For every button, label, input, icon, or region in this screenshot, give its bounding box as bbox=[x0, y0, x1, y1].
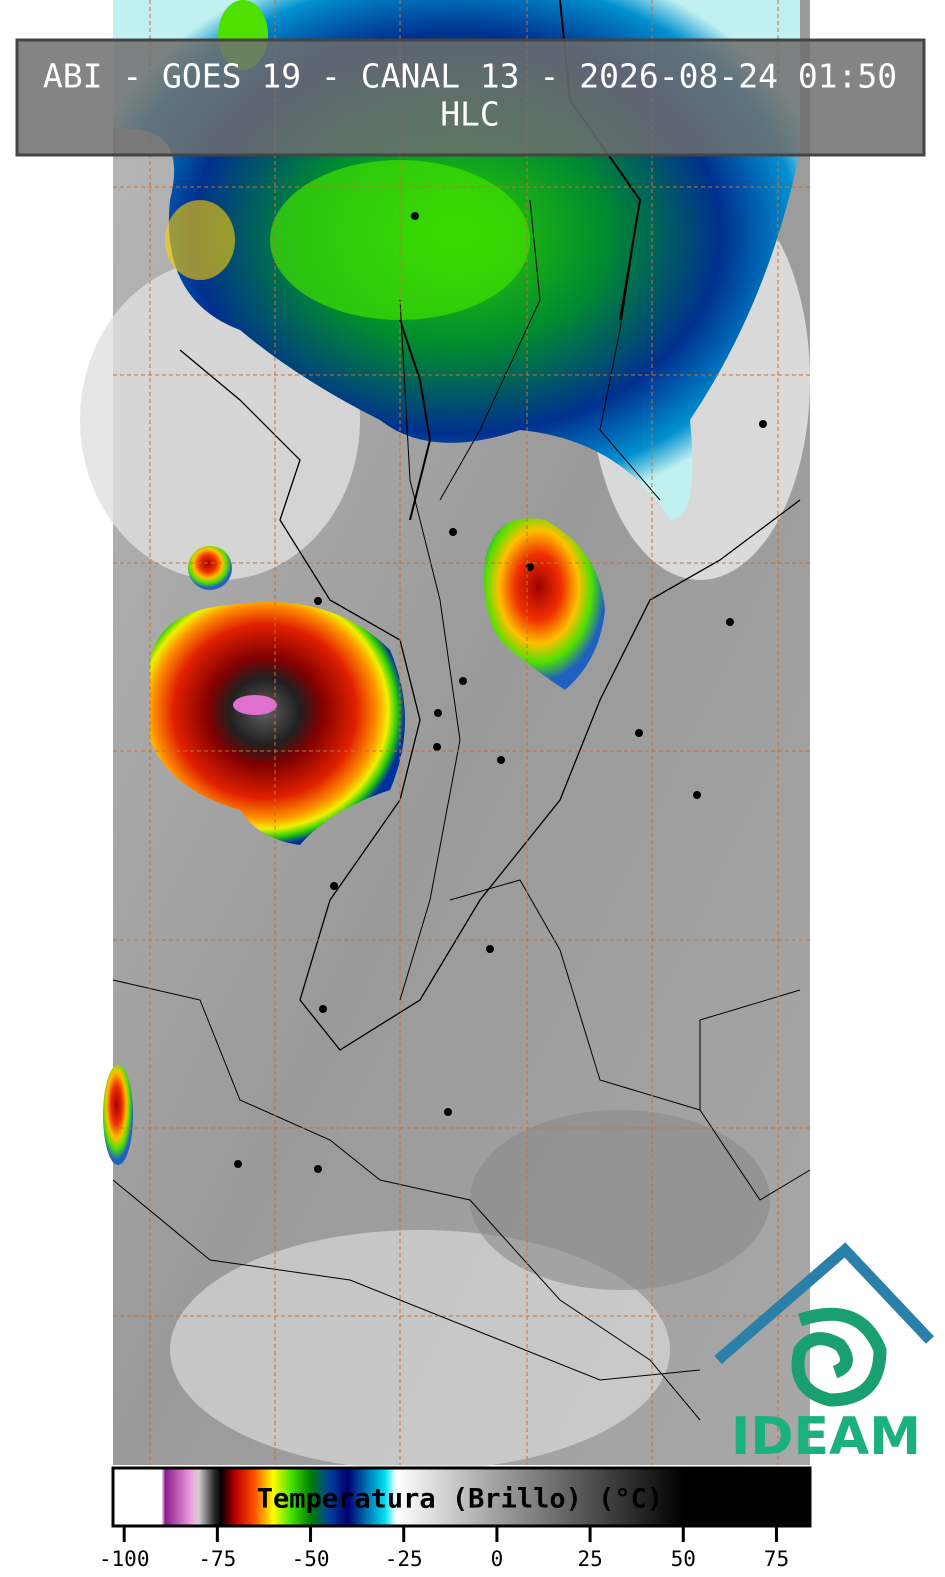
colorbar-tick-label: 0 bbox=[491, 1547, 504, 1571]
colorbar-scale bbox=[111, 1466, 812, 1528]
header-title: ABI - GOES 19 - CANAL 13 - 2026-08-24 01… bbox=[43, 57, 897, 96]
satellite-image bbox=[80, 0, 811, 1470]
header-subtitle: HLC bbox=[440, 95, 500, 134]
colorbar-tick-label: -25 bbox=[385, 1547, 423, 1571]
colorbar-tick-label: -50 bbox=[292, 1547, 330, 1571]
colorbar-tick-label: -100 bbox=[99, 1547, 150, 1571]
colorbar-label: Temperatura (Brillo) (°C) bbox=[257, 1484, 663, 1515]
colorbar-tick-label: 50 bbox=[671, 1547, 696, 1571]
colorbar-tick-label: 25 bbox=[577, 1547, 602, 1571]
header-box bbox=[15, 38, 926, 157]
colorbar-tick-label: -75 bbox=[198, 1547, 236, 1571]
colorbar-tick-label: 75 bbox=[764, 1547, 789, 1571]
logo-text: IDEAM bbox=[731, 1407, 921, 1467]
colorbar: Temperatura (Brillo) (°C) -100 -75 -50 -25 0… bbox=[99, 1466, 812, 1571]
logo: IDEAM bbox=[714, 1242, 934, 1467]
header: ABI - GOES 19 - CANAL 13 - 2026-08-24 01… bbox=[15, 38, 926, 157]
